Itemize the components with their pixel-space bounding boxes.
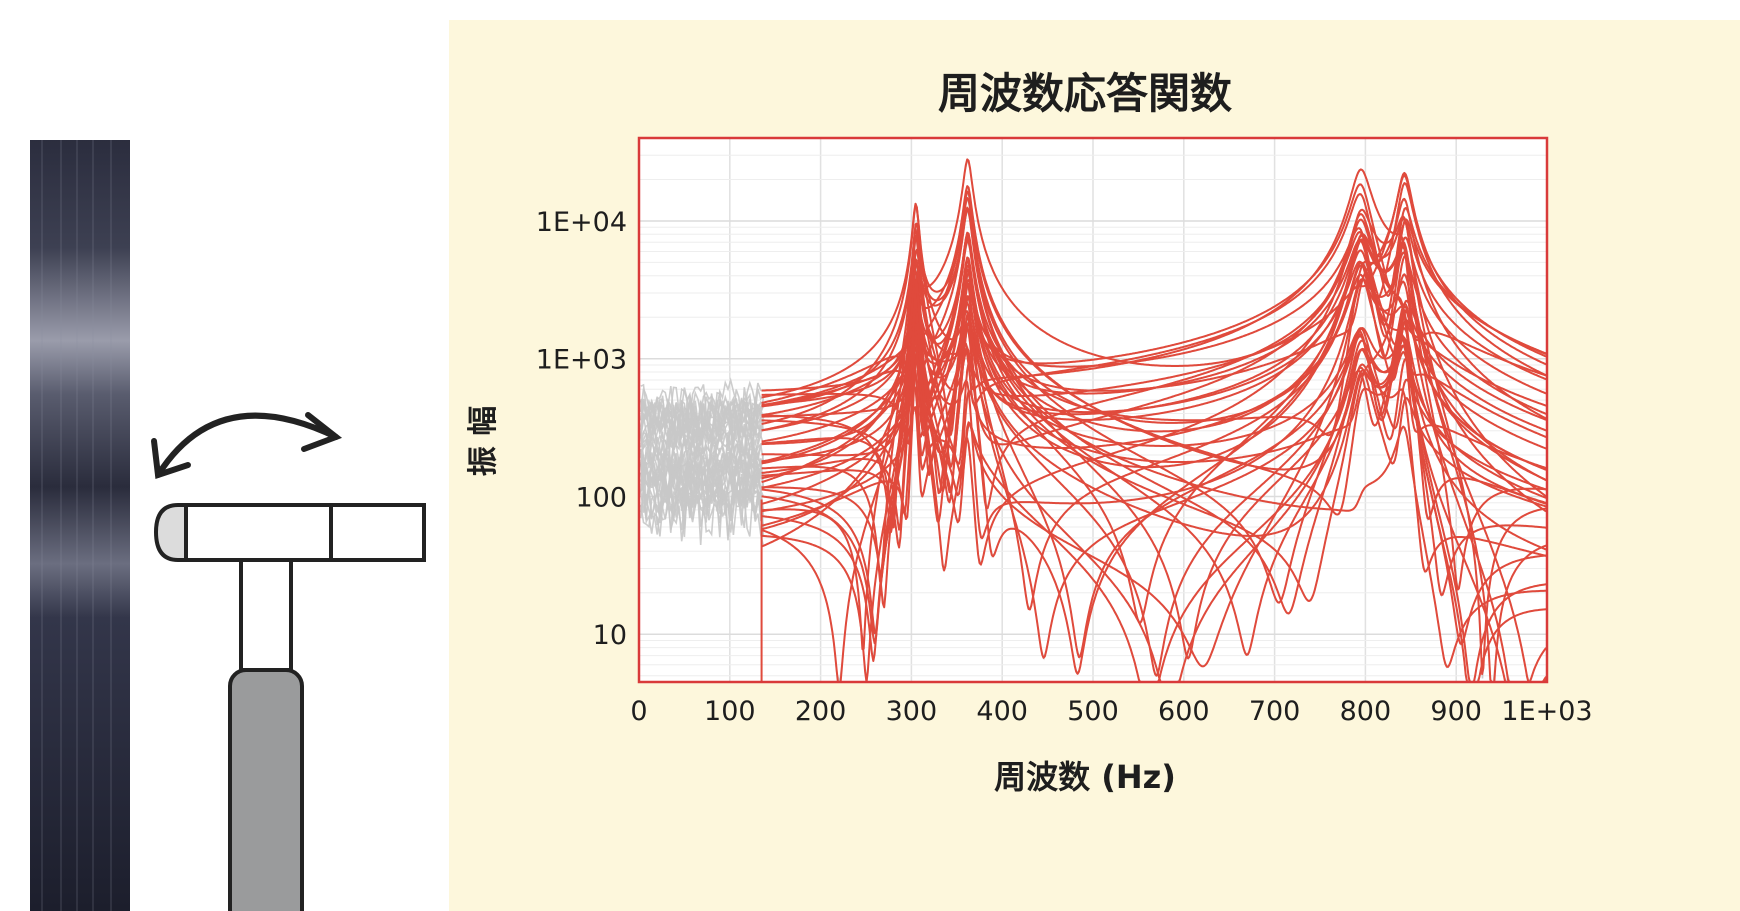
x-tick-label: 800: [1340, 696, 1392, 727]
hammer-handle: [228, 668, 304, 911]
response-series-line: [761, 236, 1547, 457]
response-series-line: [761, 193, 1547, 445]
y-tick-label: 1E+03: [536, 345, 627, 376]
x-tick-label: 100: [704, 696, 756, 727]
impact-hammer-icon: [151, 412, 426, 911]
x-axis-label: 周波数 (Hz): [994, 758, 1176, 796]
x-tick-label: 900: [1430, 696, 1482, 727]
hammer-neck: [239, 558, 293, 672]
response-series-line: [761, 207, 1547, 604]
response-series-line: [761, 256, 1547, 505]
response-series-line: [761, 197, 1547, 484]
y-axis-ticks: 10 100 1E+03 1E+04: [536, 207, 627, 651]
frf-chart: 周波数応答関数 0 100 200 300 400 500 600 700 800 900 1E+0…: [466, 69, 1593, 796]
chart-title: 周波数応答関数: [938, 69, 1232, 118]
response-series-line: [761, 280, 1547, 551]
x-tick-label: 1E+03: [1501, 696, 1592, 727]
y-tick-label: 100: [575, 482, 627, 513]
response-series: [760, 158, 1548, 683]
response-series-line: [761, 171, 1547, 471]
plot-area: [637, 136, 1549, 684]
response-series-line: [761, 158, 1547, 438]
x-tick-label: 700: [1249, 696, 1301, 727]
response-series-line: [761, 206, 1547, 683]
response-series-line: [761, 249, 1547, 683]
plot-frame: [637, 136, 1549, 684]
y-tick-label: 10: [593, 620, 627, 651]
sample-strip: [30, 140, 130, 911]
y-tick-label: 1E+04: [536, 207, 627, 238]
x-tick-label: 300: [886, 696, 938, 727]
response-series-line: [761, 202, 1547, 624]
response-series-line: [761, 182, 1547, 515]
swing-arrow-icon: [151, 412, 343, 480]
y-axis-label: 振 幅: [466, 406, 501, 476]
chart-panel: 周波数応答関数 0 100 200 300 400 500 600 700 800 900 1E+0…: [449, 20, 1740, 911]
response-series-line: [761, 168, 1547, 534]
response-series-line: [761, 217, 1547, 498]
hammer-head: [153, 503, 426, 562]
x-tick-label: 600: [1158, 696, 1210, 727]
response-series-line: [761, 208, 1547, 676]
x-axis-ticks: 0 100 200 300 400 500 600 700 800 900 1E+03: [630, 696, 1592, 727]
x-tick-label: 500: [1067, 696, 1119, 727]
x-tick-label: 200: [795, 696, 847, 727]
x-tick-label: 400: [976, 696, 1028, 727]
x-tick-label: 0: [630, 696, 647, 727]
